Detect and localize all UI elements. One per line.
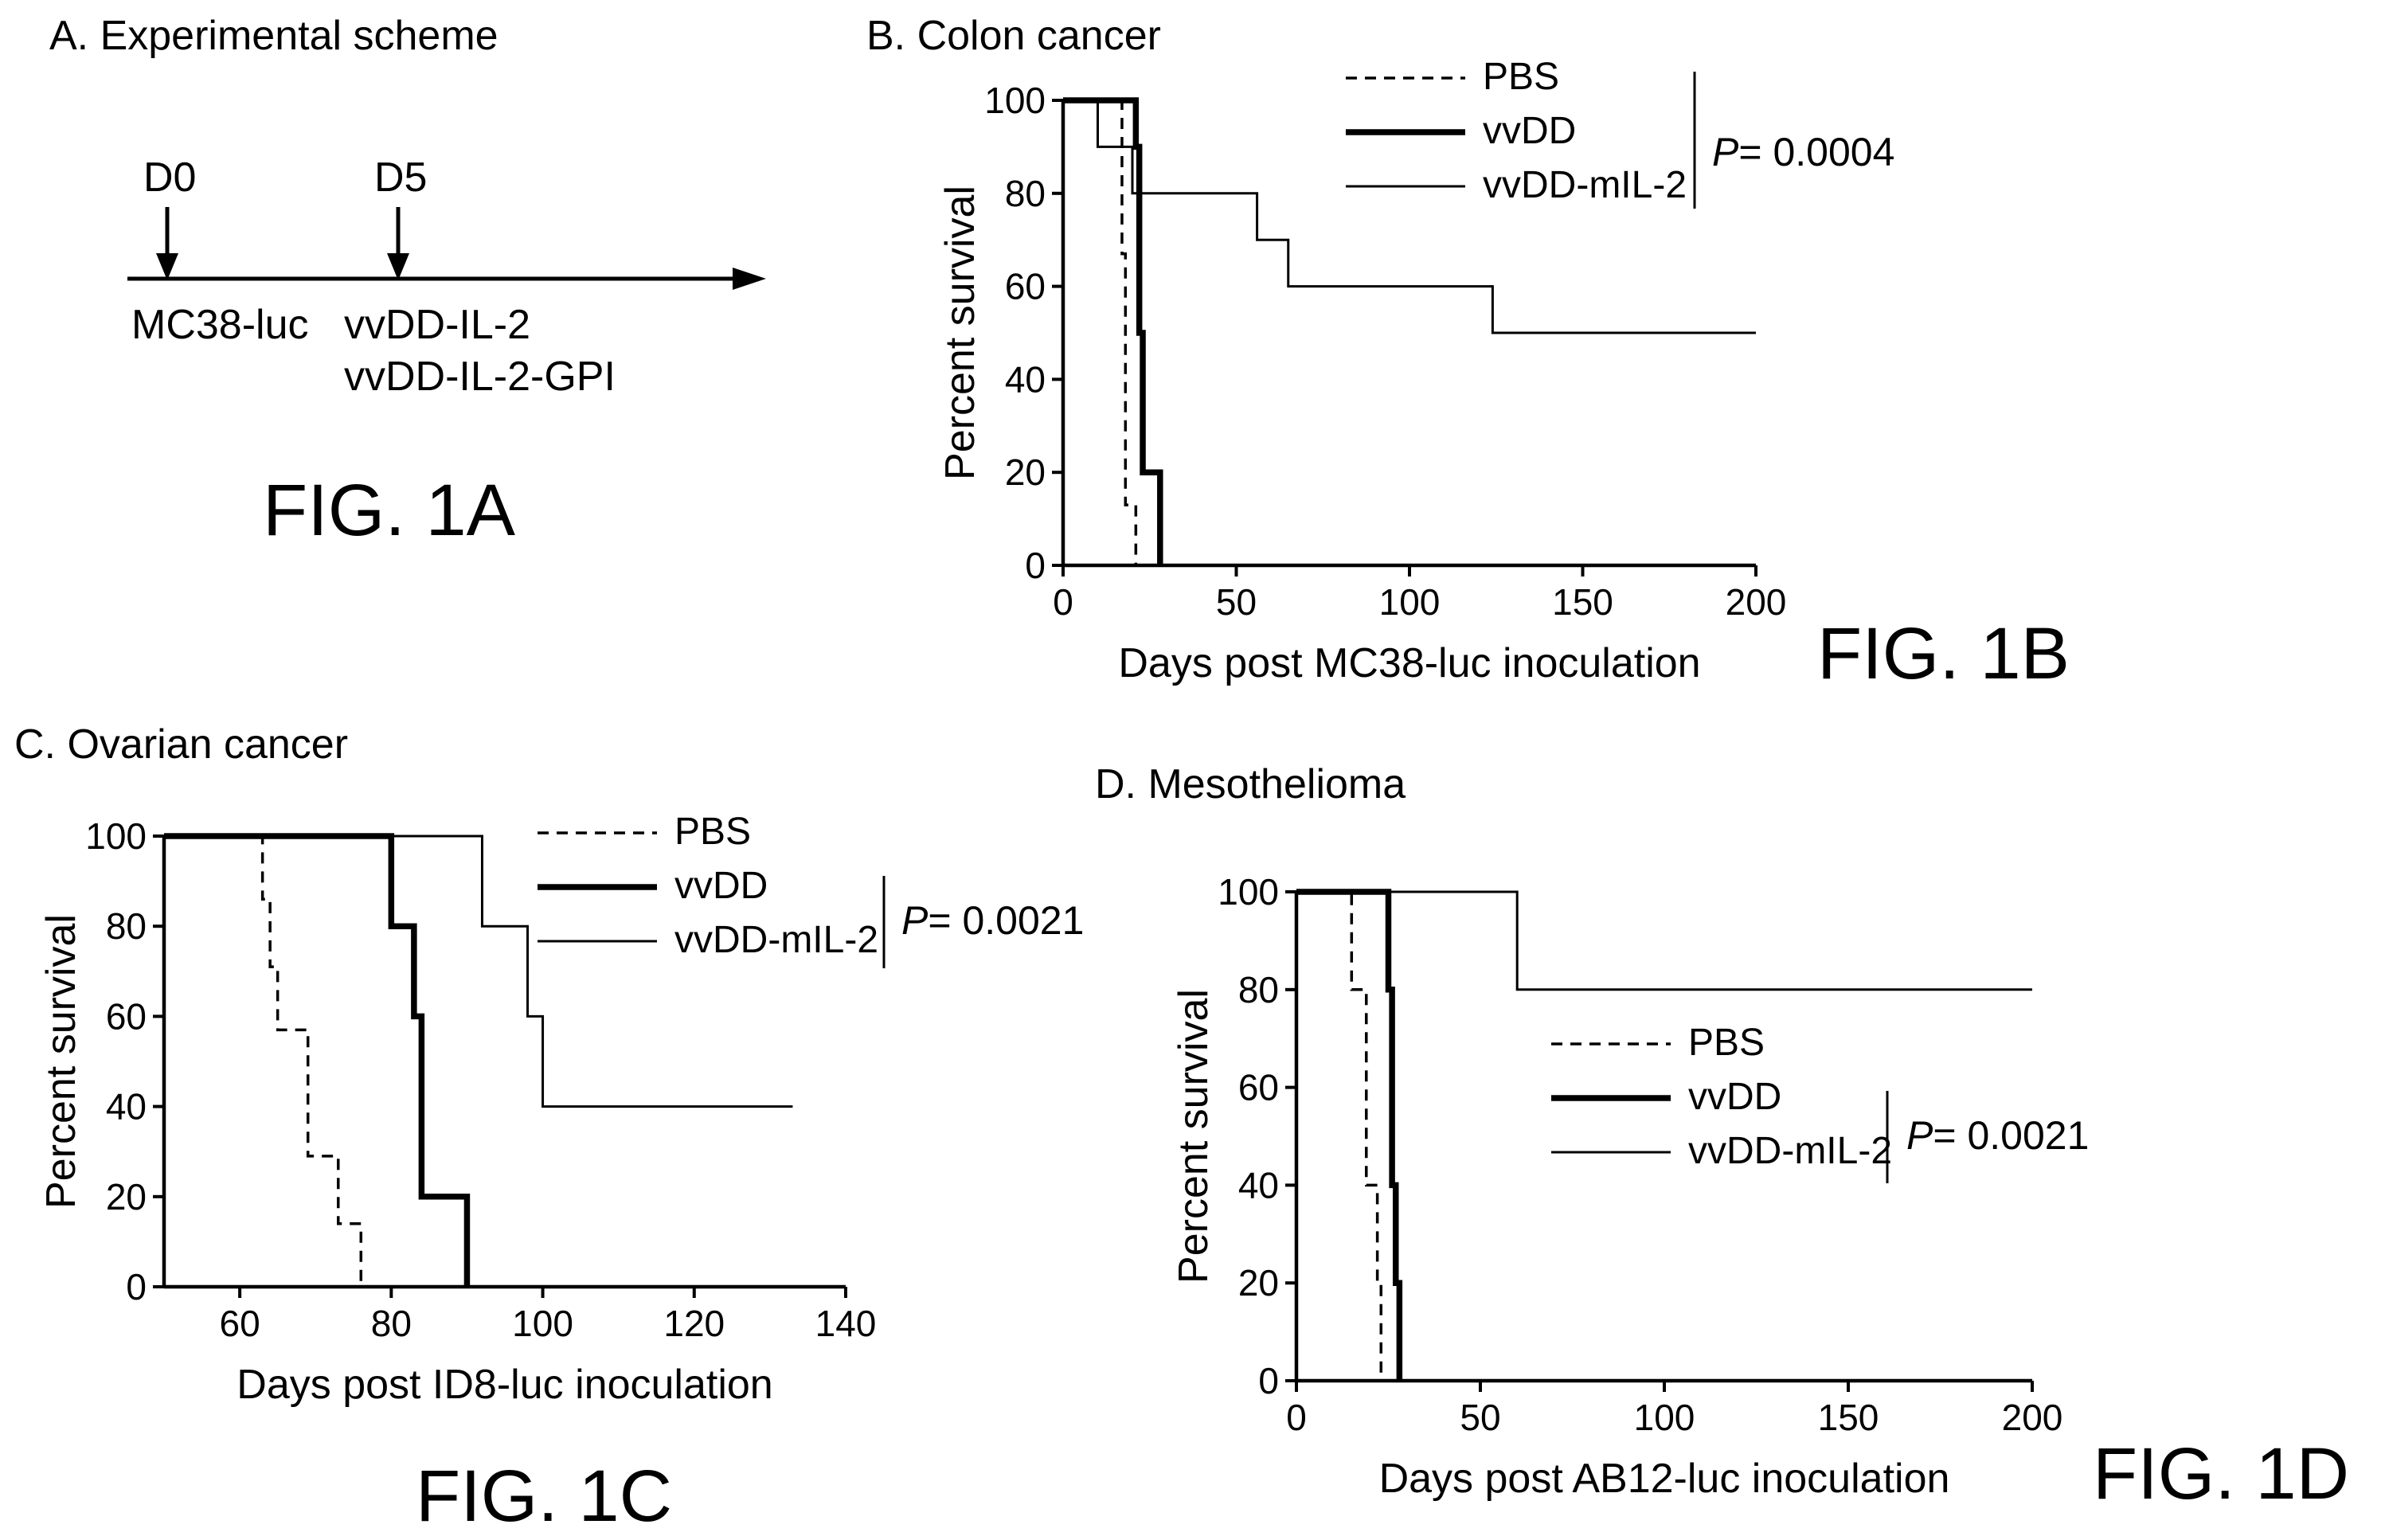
timeline-arrowhead [733,268,766,290]
series-line-vvdd-mil-2 [1296,890,2032,991]
legend-label: vvDD-mIL-2 [674,919,878,961]
x-tick-label: 120 [663,1303,725,1344]
x-tick-label: 150 [1818,1397,1879,1438]
legend-label: PBS [1483,56,1559,98]
d5-treatment-label-2: vvDD-IL-2-GPI [344,354,616,400]
y-tick-label: 40 [1005,358,1046,400]
fig-label-1b: FIG. 1B [1817,613,2070,694]
fig-label-1a: FIG. 1A [263,470,516,551]
series-line-pbs [1296,890,1383,1381]
y-tick-label: 100 [85,815,147,857]
chart-title: D. Mesothelioma [1095,761,1406,807]
x-tick-label: 100 [1379,581,1441,623]
series-line-vvdd-mil-2 [164,834,793,1108]
y-tick-label: 40 [1238,1164,1279,1206]
y-tick-label: 60 [1005,266,1046,307]
pvalue-label: P= 0.0021 [901,898,1084,943]
y-tick-label: 80 [106,905,147,947]
chart-panel-mesothelioma: D. Mesothelioma 0 50 100 150 200 0 20 40 60 80 100 D… [1095,761,2089,1502]
series-line-vvdd [164,833,471,1287]
x-axis-label: Days post AB12-luc inoculation [1379,1456,1950,1502]
x-axis-label: Days post ID8-luc inoculation [237,1362,772,1408]
fig-label-1c: FIG. 1C [416,1456,672,1537]
y-tick-label: 0 [1258,1360,1279,1401]
series-line-vvdd [1063,97,1163,565]
legend-label: vvDD [1688,1076,1781,1118]
d0-label: D0 [143,154,196,201]
x-tick-label: 150 [1552,581,1613,623]
d5-label: D5 [374,154,427,201]
x-tick-label: 140 [815,1303,877,1344]
x-tick-label: 0 [1053,581,1073,623]
x-axis-label: Days post MC38-luc inoculation [1118,640,1700,686]
d0-treatment-label: MC38-luc [131,302,309,348]
x-tick-label: 100 [512,1303,573,1344]
legend-label: PBS [674,811,751,853]
chart-panel-ovarian: C. Ovarian cancer 60 80 100 120 140 0 20 40 60 80 1… [14,721,1084,1408]
series-line-pbs [164,834,363,1287]
x-tick-label: 200 [2002,1397,2063,1438]
x-tick-label: 0 [1286,1397,1307,1438]
y-tick-label: 20 [106,1176,147,1218]
chart-title: C. Ovarian cancer [14,721,348,768]
chart-title: B. Colon cancer [866,13,1161,59]
y-tick-label: 40 [106,1086,147,1128]
scheme-panel: A. Experimental scheme D0 D5 MC38-luc vv… [49,13,766,551]
legend-label: vvDD-mIL-2 [1688,1130,1892,1172]
y-tick-label: 80 [1238,969,1279,1010]
y-axis-label: Percent survival [1171,989,1217,1284]
y-axis-label: Percent survival [937,186,983,480]
chart-panel-colon: B. Colon cancer 0 50 100 150 200 0 20 40 60 80 100 D… [866,13,1894,686]
y-tick-label: 80 [1005,173,1046,214]
legend-label: vvDD [1483,110,1576,152]
y-tick-label: 100 [1218,871,1279,913]
y-axis-label: Percent survival [38,914,84,1209]
y-tick-label: 0 [126,1266,147,1307]
x-tick-label: 100 [1634,1397,1695,1438]
y-tick-label: 60 [1238,1067,1279,1108]
series-line-vvdd [1296,889,1403,1381]
y-tick-label: 20 [1005,451,1046,493]
series-line-pbs [1063,99,1138,565]
d0-arrowhead [156,253,178,280]
legend-label: vvDD [674,865,768,907]
scheme-title: A. Experimental scheme [49,13,498,59]
series-line-vvdd-mil-2 [1063,99,1756,334]
x-tick-label: 60 [220,1303,260,1344]
x-tick-label: 50 [1460,1397,1500,1438]
pvalue-label: P= 0.0021 [1906,1113,2089,1158]
fig-label-1d: FIG. 1D [2093,1433,2349,1515]
x-tick-label: 50 [1216,581,1257,623]
y-tick-label: 100 [984,80,1046,121]
d5-treatment-label-1: vvDD-IL-2 [344,302,530,348]
pvalue-label: P= 0.0004 [1712,130,1894,174]
y-tick-label: 60 [106,995,147,1037]
d5-arrowhead [387,253,409,280]
y-tick-label: 20 [1238,1262,1279,1304]
legend-label: PBS [1688,1022,1765,1064]
x-tick-label: 200 [1726,581,1787,623]
y-tick-label: 0 [1025,545,1046,586]
legend-label: vvDD-mIL-2 [1483,164,1687,206]
x-tick-label: 80 [371,1303,412,1344]
